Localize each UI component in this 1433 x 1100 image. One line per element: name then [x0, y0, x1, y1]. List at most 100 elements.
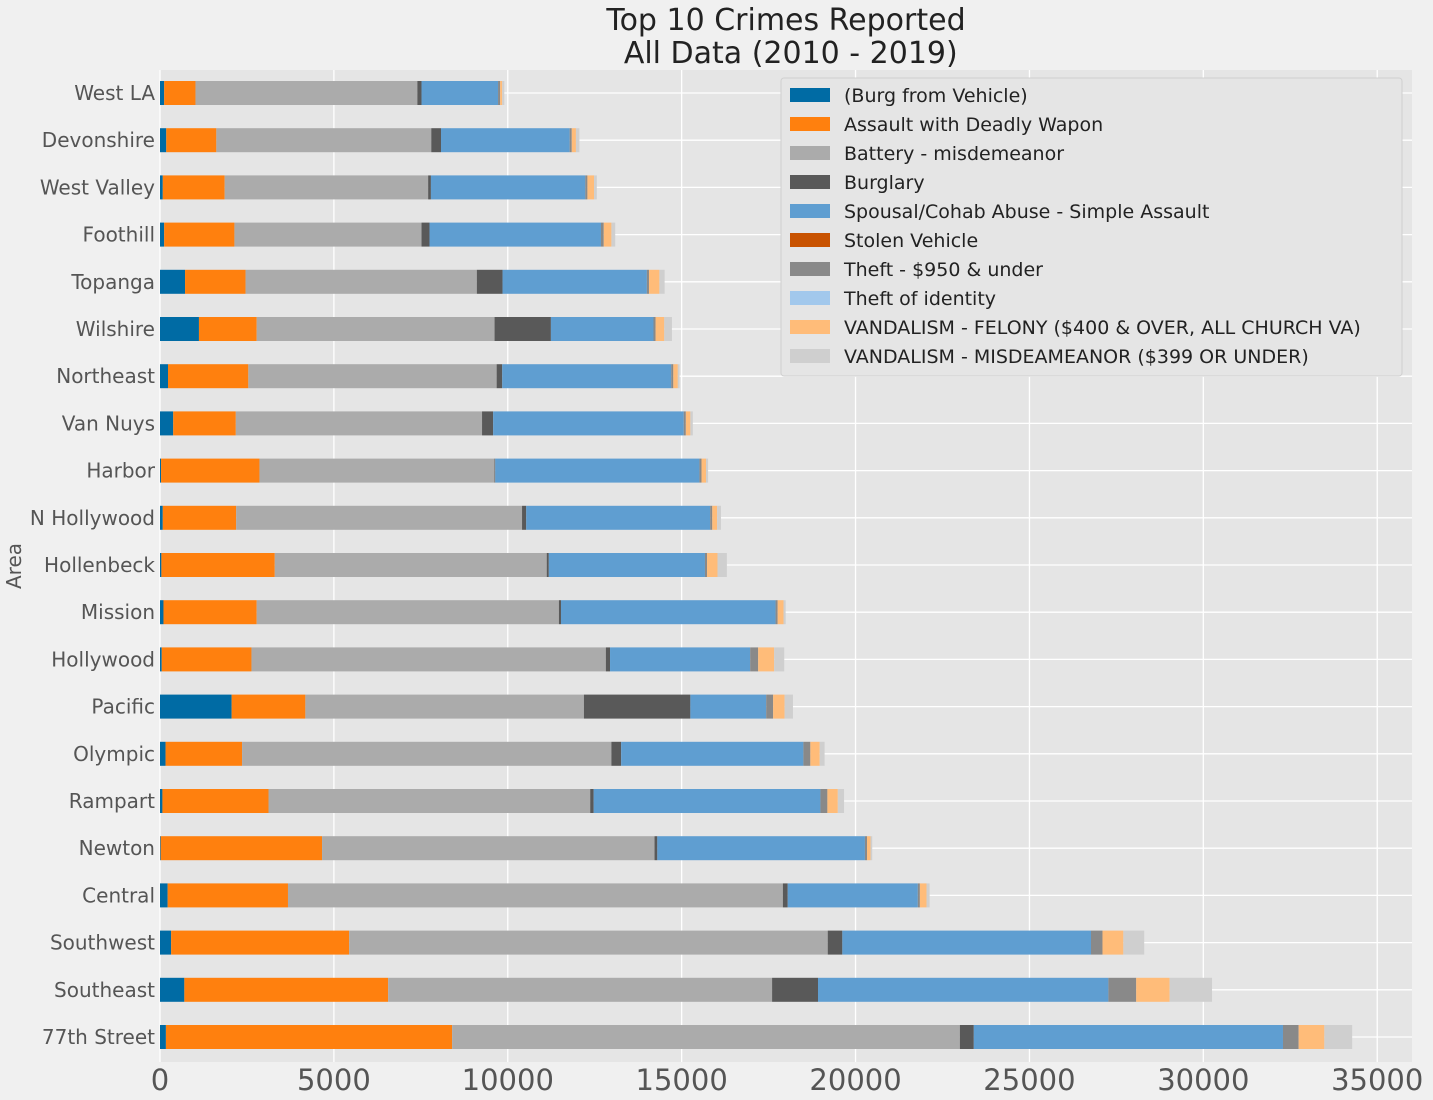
bar-segment — [216, 128, 432, 153]
legend-swatch — [790, 175, 830, 189]
x-tick-label: 15000 — [636, 1063, 728, 1097]
bar-segment — [605, 647, 611, 672]
y-tick-labels: West LA Devonshire West Valley Foothill Topa… — [30, 81, 156, 1049]
y-tick-label: Wilshire — [76, 317, 155, 341]
bar-segment — [820, 789, 828, 813]
legend-swatch — [790, 117, 830, 131]
bar-segment — [671, 364, 674, 389]
bar-segment — [161, 458, 260, 483]
bar-segment — [495, 458, 700, 483]
bar-segment — [248, 364, 497, 389]
bar-segment — [594, 175, 597, 200]
bar-segment — [160, 175, 163, 200]
bar-segment — [166, 128, 217, 153]
bar-segment — [494, 317, 551, 341]
bar-segment — [677, 364, 680, 389]
bar-segment — [817, 977, 1109, 1002]
y-tick-label: Mission — [81, 600, 155, 624]
bar-segment — [268, 789, 591, 813]
bar-segment — [766, 694, 774, 719]
bar-segment — [712, 505, 718, 530]
bar-segment — [502, 364, 672, 389]
bar-segment — [699, 458, 702, 483]
bar-segment — [959, 1025, 974, 1049]
bar-segment — [160, 128, 167, 153]
bar-segment — [717, 505, 721, 530]
bar-segment — [235, 411, 483, 436]
bar-segment — [571, 128, 576, 153]
bar-segment — [160, 930, 172, 955]
bar-segment — [837, 789, 845, 813]
bar-segment — [707, 553, 718, 577]
bar-segment — [593, 789, 821, 813]
bar-segment — [842, 930, 1092, 955]
bar-segment — [864, 836, 868, 861]
bar-segment — [867, 836, 871, 861]
y-tick-label: Southwest — [50, 931, 155, 955]
bar-segment — [160, 600, 164, 625]
legend-swatch — [790, 88, 830, 102]
y-axis-label: Area — [2, 543, 26, 589]
bar-segment — [1282, 1025, 1299, 1049]
y-tick-label: Newton — [79, 836, 155, 860]
bar-segment — [750, 647, 759, 672]
bar-segment — [160, 81, 165, 105]
bar-segment — [659, 269, 665, 294]
bar-segment — [500, 81, 503, 105]
y-tick-label: 77th Street — [42, 1025, 155, 1049]
bar-segment — [322, 836, 655, 861]
bar-segment — [494, 458, 496, 483]
bar-segment — [502, 269, 647, 294]
bar-segment — [162, 789, 269, 813]
y-tick-label: Hollenbeck — [44, 553, 155, 577]
bar-segment — [870, 836, 873, 861]
x-tick-label: 10000 — [462, 1063, 554, 1097]
bar-segment — [429, 222, 601, 247]
bar-segment — [305, 694, 584, 719]
legend-swatch — [790, 349, 830, 363]
bar-segment — [603, 222, 612, 247]
bar-segment — [1169, 977, 1213, 1002]
legend-label: Theft of identity — [843, 288, 996, 310]
bar-segment — [185, 269, 246, 294]
bar-segment — [160, 458, 162, 483]
bar-segment — [421, 222, 430, 247]
bar-segment — [160, 364, 168, 389]
bar-segment — [198, 317, 257, 341]
bar-segment — [621, 741, 804, 766]
bar-segment — [787, 883, 918, 908]
y-tick-label: Olympic — [73, 742, 155, 766]
x-tick-labels: 0 5000 10000 15000 20000 25000 30000 35000 — [151, 1063, 1424, 1097]
bar-segment — [259, 458, 495, 483]
bar-segment — [161, 553, 275, 577]
bar-segment — [706, 458, 709, 483]
bar-segment — [482, 411, 494, 436]
bar-segment — [421, 81, 499, 105]
chart-title: Top 10 Crimes Reported All Data (2010 - … — [605, 3, 965, 71]
bar-segment — [160, 411, 174, 436]
bar-segment — [1102, 930, 1124, 955]
bar-segment — [777, 600, 784, 625]
bar-segment — [388, 977, 773, 1002]
legend-label: Battery - misdemeanor — [844, 143, 1064, 165]
bar-segment — [558, 600, 561, 625]
bar-segment — [245, 269, 477, 294]
y-tick-label: Northeast — [56, 364, 155, 388]
bar-segment — [926, 883, 930, 908]
bar-segment — [502, 81, 505, 105]
bar-segment — [498, 81, 501, 105]
bar-segment — [1091, 930, 1103, 955]
y-tick-label: Harbor — [86, 459, 155, 483]
legend-swatch — [790, 291, 830, 305]
bar-segment — [610, 647, 751, 672]
bar-segment — [160, 222, 165, 247]
bar-segment — [717, 553, 727, 577]
bar-segment — [973, 1025, 1283, 1049]
bar-segment — [569, 128, 572, 153]
bar-segment — [583, 694, 691, 719]
bar-segment — [685, 411, 691, 436]
bar-segment — [236, 505, 523, 530]
legend-swatch — [790, 262, 830, 276]
bar-segment — [550, 317, 654, 341]
